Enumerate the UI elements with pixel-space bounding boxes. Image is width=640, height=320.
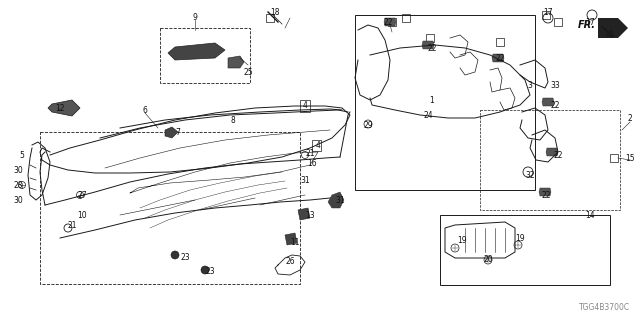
Text: FR.: FR. [578,20,596,30]
Text: TGG4B3700C: TGG4B3700C [579,303,630,312]
Text: 6: 6 [143,106,147,115]
Polygon shape [328,192,344,208]
Text: 1: 1 [429,95,435,105]
Bar [300,100,310,112]
Text: 22: 22 [550,100,560,109]
Text: 33: 33 [550,81,560,90]
Bar [266,14,274,22]
Text: 8: 8 [230,116,236,124]
Polygon shape [422,41,434,49]
Text: 4: 4 [316,140,321,149]
Polygon shape [542,98,554,106]
Polygon shape [228,56,244,68]
Text: 22: 22 [553,150,563,159]
Text: 31: 31 [300,175,310,185]
Text: 10: 10 [77,211,87,220]
Bar [160,28,250,83]
Text: 17: 17 [585,18,595,27]
Text: 22: 22 [541,190,551,199]
Circle shape [201,266,209,274]
Polygon shape [168,43,225,60]
Bar [312,140,321,151]
Text: 23: 23 [180,253,190,262]
Text: 24: 24 [423,110,433,119]
Text: 29: 29 [363,121,373,130]
Text: 26: 26 [285,258,295,267]
Text: 20: 20 [483,255,493,265]
Text: 23: 23 [205,268,215,276]
Bar [542,11,550,19]
Text: 21: 21 [67,220,77,229]
Text: 2: 2 [628,114,632,123]
Polygon shape [165,127,178,138]
Text: 17: 17 [543,7,553,17]
Text: 27: 27 [77,190,87,199]
Text: 30: 30 [13,165,23,174]
Polygon shape [598,18,628,38]
Text: 32: 32 [525,171,535,180]
Bar [496,38,504,46]
Text: 19: 19 [457,236,467,244]
Text: 28: 28 [13,180,23,189]
Bar [610,154,618,162]
Polygon shape [539,188,551,196]
Text: 25: 25 [243,68,253,76]
Text: 14: 14 [585,211,595,220]
Text: 12: 12 [55,103,65,113]
Bar [40,132,300,284]
Bar [554,18,562,26]
Polygon shape [48,100,80,116]
Bar [402,14,410,22]
Bar [440,215,610,285]
Polygon shape [546,148,558,156]
Polygon shape [285,233,297,245]
Circle shape [171,251,179,259]
Text: 22: 22 [383,18,393,27]
Text: 11: 11 [291,237,300,246]
Text: 31: 31 [335,196,345,204]
Polygon shape [384,18,396,26]
Polygon shape [492,54,504,62]
Text: 21: 21 [305,148,315,157]
Text: 19: 19 [515,234,525,243]
Bar [388,18,396,26]
Text: 9: 9 [193,12,197,21]
Text: 3: 3 [527,81,532,90]
Bar [355,15,535,190]
Text: 7: 7 [175,127,180,137]
Text: 22: 22 [495,53,505,62]
Text: 18: 18 [270,7,280,17]
Text: 16: 16 [307,158,317,167]
Text: 22: 22 [428,44,436,52]
Text: 15: 15 [625,154,635,163]
Bar [480,110,620,210]
Text: 4: 4 [303,100,307,109]
Polygon shape [298,208,310,220]
Text: 30: 30 [13,196,23,204]
Text: 13: 13 [305,211,315,220]
Bar [426,34,434,42]
Text: 5: 5 [20,150,24,159]
